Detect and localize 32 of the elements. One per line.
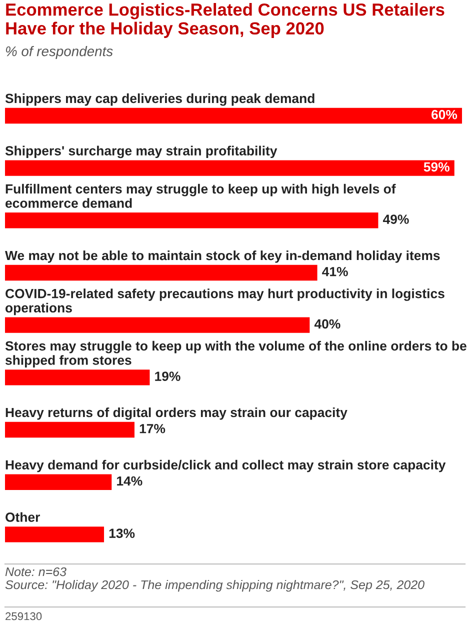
bar xyxy=(5,160,454,176)
y-tick-label: Stores may struggle to keep up with the volume of the online orders to be shipped from stores xyxy=(5,340,466,368)
y-tick-label: Fulfillment centers may struggle to keep up with high levels of ecommerce demand xyxy=(6,184,396,208)
chart-title: Ecommerce Logistics-Related Concerns US Retailers Have for the Holiday Season, Sep 2020 xyxy=(6,3,444,38)
bar xyxy=(5,422,134,438)
bar xyxy=(5,108,462,124)
data-label: 14% xyxy=(117,476,142,486)
data-label: 49% xyxy=(382,214,409,224)
bar xyxy=(5,370,150,386)
y-tick-label: We may not be able to maintain stock of key in-demand holiday items xyxy=(5,250,440,263)
bar xyxy=(5,474,112,490)
y-tick-label: Heavy demand for curbside/click and collect may strain store capacity xyxy=(6,460,446,472)
data-label: 40% xyxy=(314,319,340,329)
data-label: 60% xyxy=(432,110,458,120)
bar xyxy=(5,526,104,542)
data-label: 17% xyxy=(140,424,166,434)
data-label: 13% xyxy=(109,528,135,538)
data-label: 41% xyxy=(322,266,348,276)
y-tick-label: Shippers may cap deliveries during peak demand xyxy=(5,93,314,106)
y-tick-label: Shippers' surcharge may strain profitability xyxy=(5,146,278,158)
text: Note: n=63 xyxy=(5,567,66,576)
source-note: Source: "Holiday 2020 - The impending shipping nightmare?", Sep 25, 2020 xyxy=(5,580,424,592)
y-tick-label: Heavy returns of digital orders may strain our capacity xyxy=(6,407,348,420)
bar xyxy=(5,212,378,228)
bar xyxy=(5,317,310,333)
data-label: 19% xyxy=(155,372,180,381)
text: 259130 xyxy=(6,612,42,620)
y-tick-label: Other xyxy=(6,512,40,522)
data-label: 59% xyxy=(424,162,450,172)
chart-subtitle: % of respondents xyxy=(6,46,113,59)
bar xyxy=(5,264,318,281)
y-tick-label: COVID-19-related safety precautions may hurt productivity in logistics operations xyxy=(6,288,444,316)
